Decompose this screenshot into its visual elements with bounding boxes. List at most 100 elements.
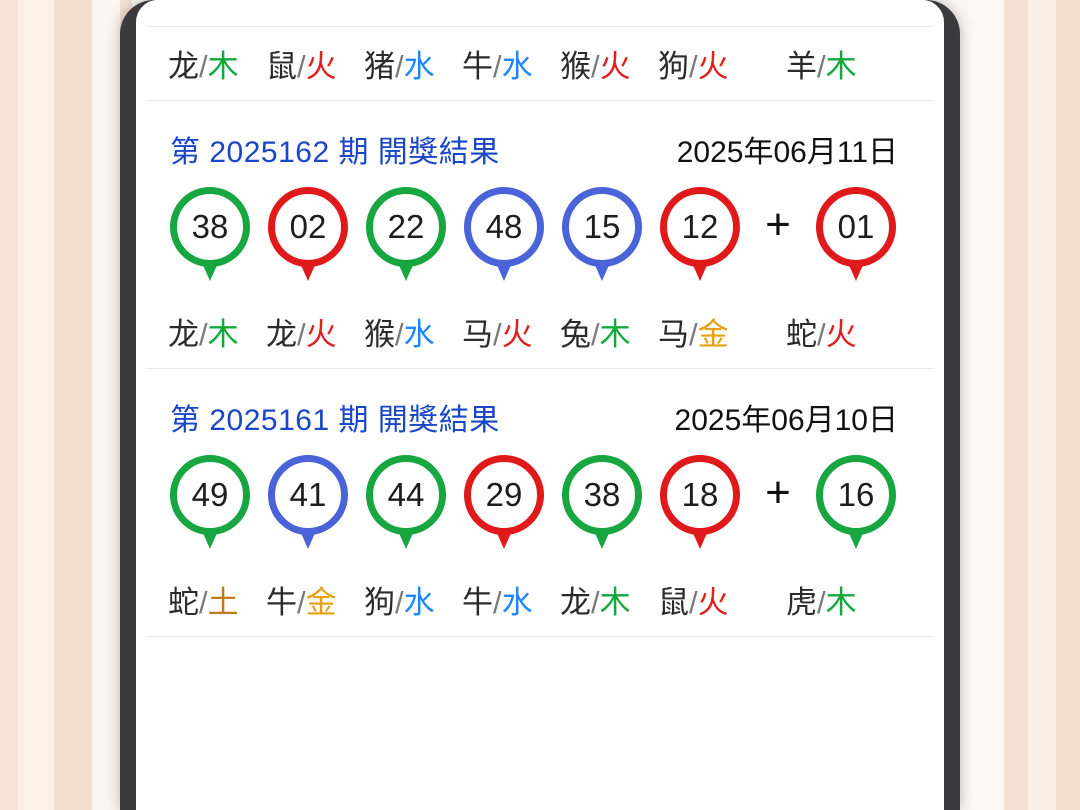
- zodiac-separator: /: [493, 317, 502, 352]
- plus-separator: +: [765, 200, 791, 249]
- zodiac-element: 金: [305, 585, 337, 620]
- zodiac-separator: /: [817, 585, 826, 620]
- zodiac-animal: 蛇: [168, 585, 199, 620]
- zodiac-element: 木: [825, 49, 857, 84]
- zodiac-animal: 马: [462, 317, 493, 352]
- zodiac-animal: 龙: [168, 49, 199, 84]
- zodiac-element: 火: [501, 317, 533, 352]
- zodiac-cell: 牛/水: [462, 577, 560, 622]
- zodiac-separator: /: [297, 49, 306, 84]
- zodiac-animal: 龙: [168, 317, 199, 352]
- lottery-ball: 49: [166, 453, 254, 549]
- zodiac-animal: 猪: [364, 49, 395, 84]
- lottery-ball: 41: [264, 453, 352, 549]
- special-ball: 01: [812, 185, 900, 281]
- zodiac-animal: 牛: [266, 585, 297, 620]
- zodiac-cell: 狗/火: [658, 41, 756, 86]
- zodiac-animal: 猴: [364, 317, 395, 352]
- zodiac-cell: 鼠/火: [266, 41, 364, 86]
- ball-number: 15: [562, 187, 642, 267]
- zodiac-cell: 羊/木: [786, 41, 857, 86]
- lottery-ball: 15: [558, 185, 646, 281]
- draw-balls: 38 02 22 48 15 12 +01: [146, 171, 934, 289]
- zodiac-element: 木: [599, 585, 631, 620]
- zodiac-separator: /: [817, 49, 826, 84]
- lottery-ball: 12: [656, 185, 744, 281]
- zodiac-separator: /: [297, 585, 306, 620]
- ball-number: 12: [660, 187, 740, 267]
- zodiac-cell: 牛/水: [462, 41, 560, 86]
- zodiac-row-2025162: 龙/木 龙/火 猴/水 马/火 兔/木 马/金 蛇/火: [146, 295, 934, 369]
- ball-number: 41: [268, 455, 348, 535]
- zodiac-animal: 兔: [560, 317, 591, 352]
- zodiac-cell: 鼠/火: [658, 577, 756, 622]
- ball-number: 22: [366, 187, 446, 267]
- ball-number: 44: [366, 455, 446, 535]
- zodiac-separator: /: [689, 585, 698, 620]
- lottery-ball: 02: [264, 185, 352, 281]
- zodiac-animal: 牛: [462, 49, 493, 84]
- lottery-ball: 38: [558, 453, 646, 549]
- clipped-row-top: [146, 0, 934, 27]
- zodiac-element: 土: [207, 585, 239, 620]
- zodiac-separator: /: [493, 49, 502, 84]
- zodiac-animal: 蛇: [786, 317, 817, 352]
- zodiac-separator: /: [199, 49, 208, 84]
- zodiac-separator: /: [493, 585, 502, 620]
- zodiac-animal: 龙: [560, 585, 591, 620]
- ball-number: 48: [464, 187, 544, 267]
- zodiac-separator: /: [591, 585, 600, 620]
- zodiac-cell: 马/火: [462, 309, 560, 354]
- zodiac-row-top: 龙/木 鼠/火 猪/水 牛/水 猴/火 狗/火 羊/木: [146, 27, 934, 101]
- lottery-ball: 29: [460, 453, 548, 549]
- zodiac-cell: 虎/木: [786, 577, 857, 622]
- special-ball-number: 01: [816, 187, 896, 267]
- zodiac-separator: /: [689, 49, 698, 84]
- ball-number: 02: [268, 187, 348, 267]
- zodiac-separator: /: [199, 585, 208, 620]
- draw-title: 第 2025162 期 開獎結果: [170, 136, 500, 169]
- zodiac-cell: 蛇/火: [786, 309, 857, 354]
- plus-separator: +: [765, 468, 791, 517]
- draw-date: 2025年06月10日: [674, 404, 898, 437]
- zodiac-animal: 龙: [266, 317, 297, 352]
- zodiac-separator: /: [395, 49, 404, 84]
- zodiac-element: 金: [697, 317, 729, 352]
- zodiac-animal: 狗: [658, 49, 689, 84]
- zodiac-separator: /: [199, 317, 208, 352]
- zodiac-cell: 马/金: [658, 309, 756, 354]
- zodiac-separator: /: [817, 317, 826, 352]
- zodiac-element: 火: [599, 49, 631, 84]
- results-list[interactable]: 龙/木 鼠/火 猪/水 牛/水 猴/火 狗/火 羊/木第 2025162 期 開獎結果 202…: [146, 0, 934, 810]
- zodiac-separator: /: [591, 317, 600, 352]
- zodiac-cell: 龙/木: [168, 309, 266, 354]
- zodiac-cell: 猴/水: [364, 309, 462, 354]
- zodiac-separator: /: [689, 317, 698, 352]
- zodiac-animal: 鼠: [266, 49, 297, 84]
- draw-2025161[interactable]: 第 2025161 期 開獎結果 2025年06月10日 49 41 44 29 38 18 +…: [146, 369, 934, 563]
- zodiac-animal: 牛: [462, 585, 493, 620]
- zodiac-cell: 龙/火: [266, 309, 364, 354]
- zodiac-element: 水: [403, 585, 435, 620]
- zodiac-cell: 猴/火: [560, 41, 658, 86]
- draw-title: 第 2025161 期 開獎結果: [170, 404, 500, 437]
- ball-number: 29: [464, 455, 544, 535]
- zodiac-cell: 狗/水: [364, 577, 462, 622]
- zodiac-separator: /: [395, 585, 404, 620]
- ball-number: 18: [660, 455, 740, 535]
- zodiac-separator: /: [297, 317, 306, 352]
- phone-screen: 龙/木 鼠/火 猪/水 牛/水 猴/火 狗/火 羊/木第 2025162 期 開獎結果 202…: [136, 0, 944, 810]
- zodiac-cell: 蛇/土: [168, 577, 266, 622]
- zodiac-element: 木: [599, 317, 631, 352]
- zodiac-cell: 龙/木: [560, 577, 658, 622]
- lottery-ball: 18: [656, 453, 744, 549]
- lottery-ball: 38: [166, 185, 254, 281]
- zodiac-cell: 猪/水: [364, 41, 462, 86]
- zodiac-cell: 牛/金: [266, 577, 364, 622]
- phone-frame: 龙/木 鼠/火 猪/水 牛/水 猴/火 狗/火 羊/木第 2025162 期 開獎結果 202…: [120, 0, 960, 810]
- special-ball: 16: [812, 453, 900, 549]
- zodiac-animal: 虎: [786, 585, 817, 620]
- draw-2025162[interactable]: 第 2025162 期 開獎結果 2025年06月11日 38 02 22 48 15 12 +…: [146, 101, 934, 295]
- draw-header: 第 2025162 期 開獎結果 2025年06月11日: [146, 101, 934, 171]
- zodiac-element: 火: [305, 49, 337, 84]
